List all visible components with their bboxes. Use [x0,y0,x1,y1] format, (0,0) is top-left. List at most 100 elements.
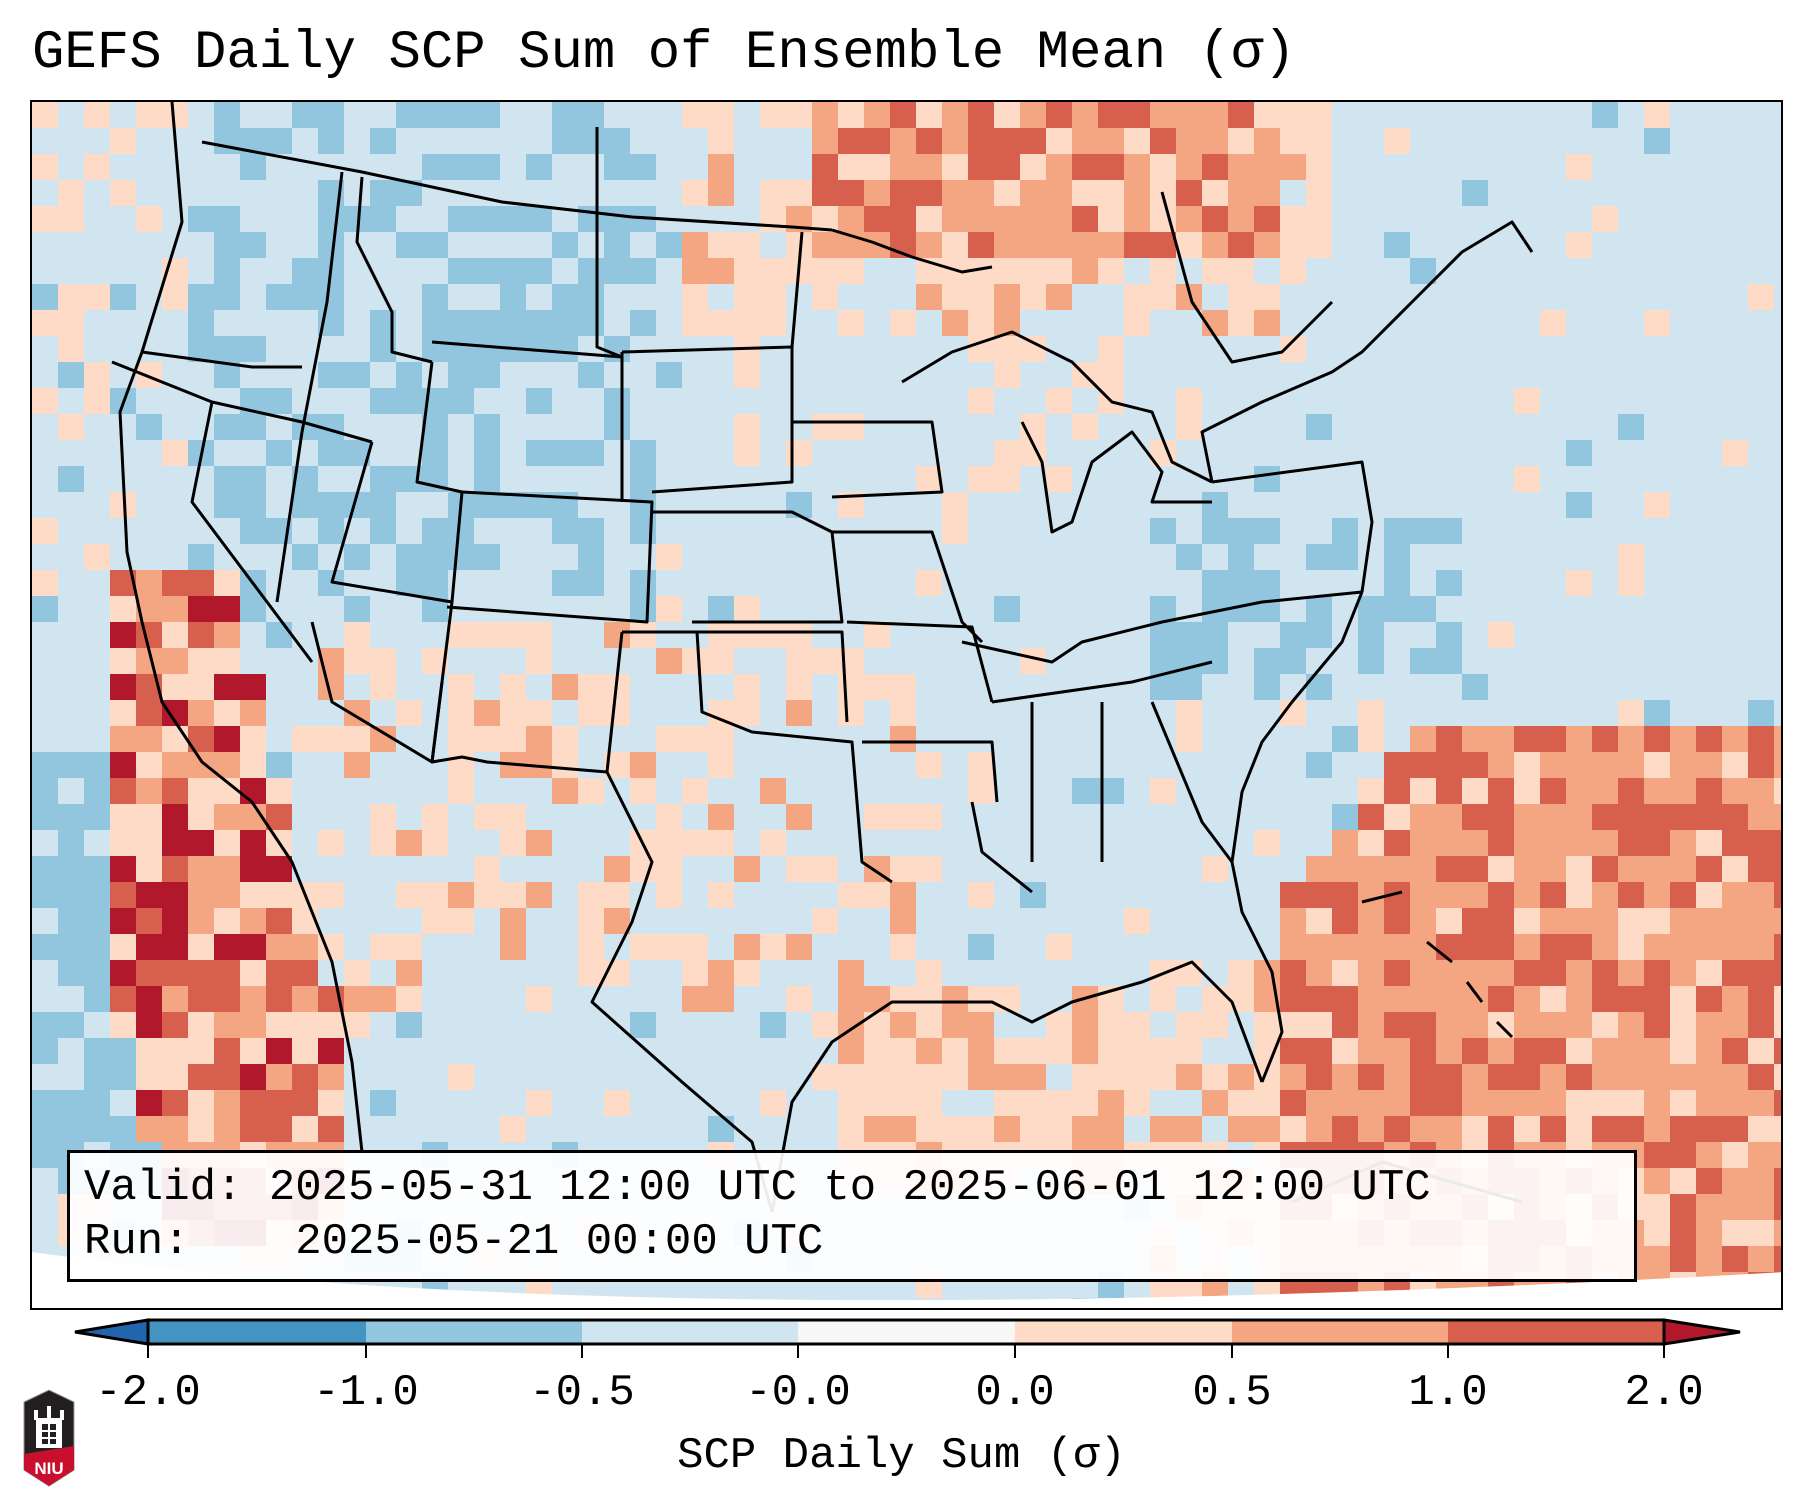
anomaly-cell [890,934,916,960]
anomaly-cell [214,492,240,518]
anomaly-cell [994,336,1020,362]
anomaly-cell [1072,102,1098,128]
anomaly-cell [110,882,136,908]
anomaly-cell [656,596,682,622]
anomaly-cell [1202,102,1228,128]
anomaly-cell [1436,726,1462,752]
anomaly-cell [110,726,136,752]
anomaly-cell [838,414,864,440]
new-mexico-outline [430,631,624,774]
anomaly-cell [1072,128,1098,154]
anomaly-cell [1748,1194,1774,1220]
anomaly-cell [1670,856,1696,882]
anomaly-cell [266,1090,292,1116]
anomaly-cell [942,986,968,1012]
anomaly-cell [1696,778,1722,804]
anomaly-cell [1150,258,1176,284]
anomaly-cell [318,492,344,518]
anomaly-cell [344,622,370,648]
anomaly-cell [1670,1142,1696,1168]
anomaly-cell [760,310,786,336]
anomaly-cell [474,414,500,440]
anomaly-cell [1306,1038,1332,1064]
anomaly-cell [1748,908,1774,934]
anomaly-cell [708,310,734,336]
state-and-coast-outlines [111,102,1534,1213]
anomaly-cell [1644,1194,1670,1220]
anomaly-cell [1098,232,1124,258]
anomaly-cell [838,258,864,284]
anomaly-cell [604,232,630,258]
colorbar-bin [1448,1320,1664,1344]
anomaly-cell [1748,934,1774,960]
anomaly-cell [604,206,630,232]
anomaly-cell [1618,570,1644,596]
anomaly-cell [1644,908,1670,934]
anomaly-cell [1566,986,1592,1012]
anomaly-cell [448,154,474,180]
anomaly-cell [916,856,942,882]
anomaly-cell [864,1038,890,1064]
anomaly-cell [1436,986,1462,1012]
anomaly-cell [1020,284,1046,310]
anomaly-cell [1020,232,1046,258]
anomaly-cell [1722,778,1748,804]
anomaly-cell [1254,180,1280,206]
anomaly-cell [1774,908,1781,934]
anomaly-cell [1670,882,1696,908]
anomaly-cell [1644,830,1670,856]
southeast-borders [862,590,1363,894]
anomaly-cell [1514,1038,1540,1064]
anomaly-cell [266,284,292,310]
anomaly-cell [1670,1246,1696,1272]
anomaly-cell [1072,206,1098,232]
canada-us-border-lakes [831,228,993,274]
anomaly-cell [1774,986,1781,1012]
anomaly-cell [682,102,708,128]
anomaly-cell [188,960,214,986]
anomaly-cell [1774,1220,1781,1246]
anomaly-cell [214,908,240,934]
anomaly-cell [1748,1142,1774,1168]
anomaly-cell [1046,1090,1072,1116]
anomaly-cell [890,1064,916,1090]
anomaly-cell [1332,856,1358,882]
anomaly-cell [916,102,942,128]
anomaly-cell [1566,934,1592,960]
anomaly-cell [1410,596,1436,622]
anomaly-cell [890,726,916,752]
anomaly-cell [1722,1246,1748,1272]
anomaly-cell [32,856,58,882]
anomaly-cell [500,206,526,232]
anomaly-cell [1644,752,1670,778]
anomaly-cell [760,778,786,804]
anomaly-cell [292,258,318,284]
anomaly-cell [838,960,864,986]
anomaly-cell [292,1090,318,1116]
anomaly-cell [84,960,110,986]
anomaly-cell [1540,934,1566,960]
anomaly-cell [1202,206,1228,232]
anomaly-cell [58,414,84,440]
anomaly-cell [58,1116,84,1142]
anomaly-cell [110,1064,136,1090]
anomaly-cell [1696,960,1722,986]
anomaly-cell [708,180,734,206]
anomaly-cell [1618,882,1644,908]
anomaly-cell [994,440,1020,466]
anomaly-cell [838,1064,864,1090]
anomaly-cell [1020,1090,1046,1116]
anomaly-cell [526,882,552,908]
anomaly-cell [682,726,708,752]
anomaly-cell [84,752,110,778]
anomaly-cell [864,804,890,830]
anomaly-cell [1592,752,1618,778]
anomaly-cell [1462,1064,1488,1090]
anomaly-cell [1410,1064,1436,1090]
anomaly-cell [812,232,838,258]
anomaly-cell [1462,804,1488,830]
anomaly-cell [1072,154,1098,180]
anomaly-cell [162,1116,188,1142]
anomaly-cell [1410,882,1436,908]
anomaly-cell [1488,856,1514,882]
